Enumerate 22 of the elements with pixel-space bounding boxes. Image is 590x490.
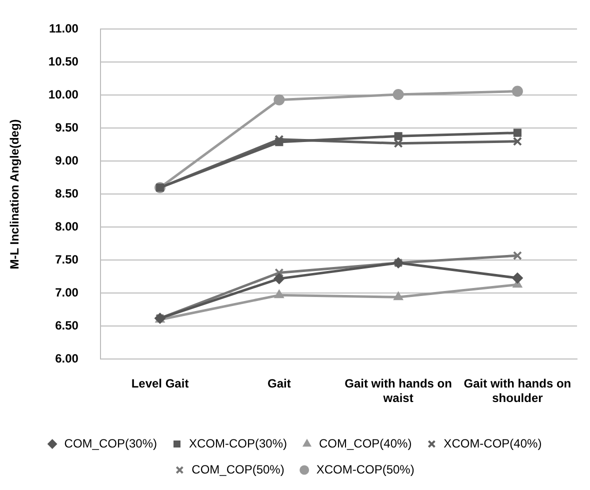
y-tick-label: 8.50 bbox=[55, 186, 79, 201]
legend-label: XCOM-COP(40%) bbox=[444, 436, 542, 450]
legend-label: COM_COP(30%) bbox=[64, 436, 157, 450]
y-tick-label: 11.00 bbox=[49, 22, 79, 36]
y-tick-label: 8.00 bbox=[55, 220, 79, 234]
y-tick-label: 6.50 bbox=[55, 318, 79, 333]
legend-label: XCOM-COP(30%) bbox=[188, 436, 288, 450]
y-tick-label: 9.00 bbox=[55, 154, 79, 168]
y-tick-label: 7.50 bbox=[55, 252, 79, 267]
y-axis-title: M-L Inclination Angle(deg) bbox=[8, 119, 22, 270]
y-tick-label: 10.00 bbox=[48, 88, 79, 102]
legend-label: COM_COP(40%) bbox=[319, 436, 412, 450]
x-tick-label: Gait with hands on shoulder bbox=[464, 376, 572, 406]
y-tick-label: 10.50 bbox=[48, 54, 79, 69]
y-tick-label: 6.00 bbox=[55, 352, 79, 366]
x-tick-label: Gait bbox=[267, 376, 291, 391]
y-tick-label: 9.50 bbox=[55, 120, 79, 135]
legend-label: COM_COP(50%) bbox=[192, 462, 284, 476]
x-tick-label: Level Gait bbox=[131, 376, 189, 391]
x-tick-label: Gait with hands on waist bbox=[344, 376, 452, 406]
y-tick-label: 7.00 bbox=[55, 286, 79, 300]
legend-label: XCOM-COP(50%) bbox=[316, 462, 414, 476]
